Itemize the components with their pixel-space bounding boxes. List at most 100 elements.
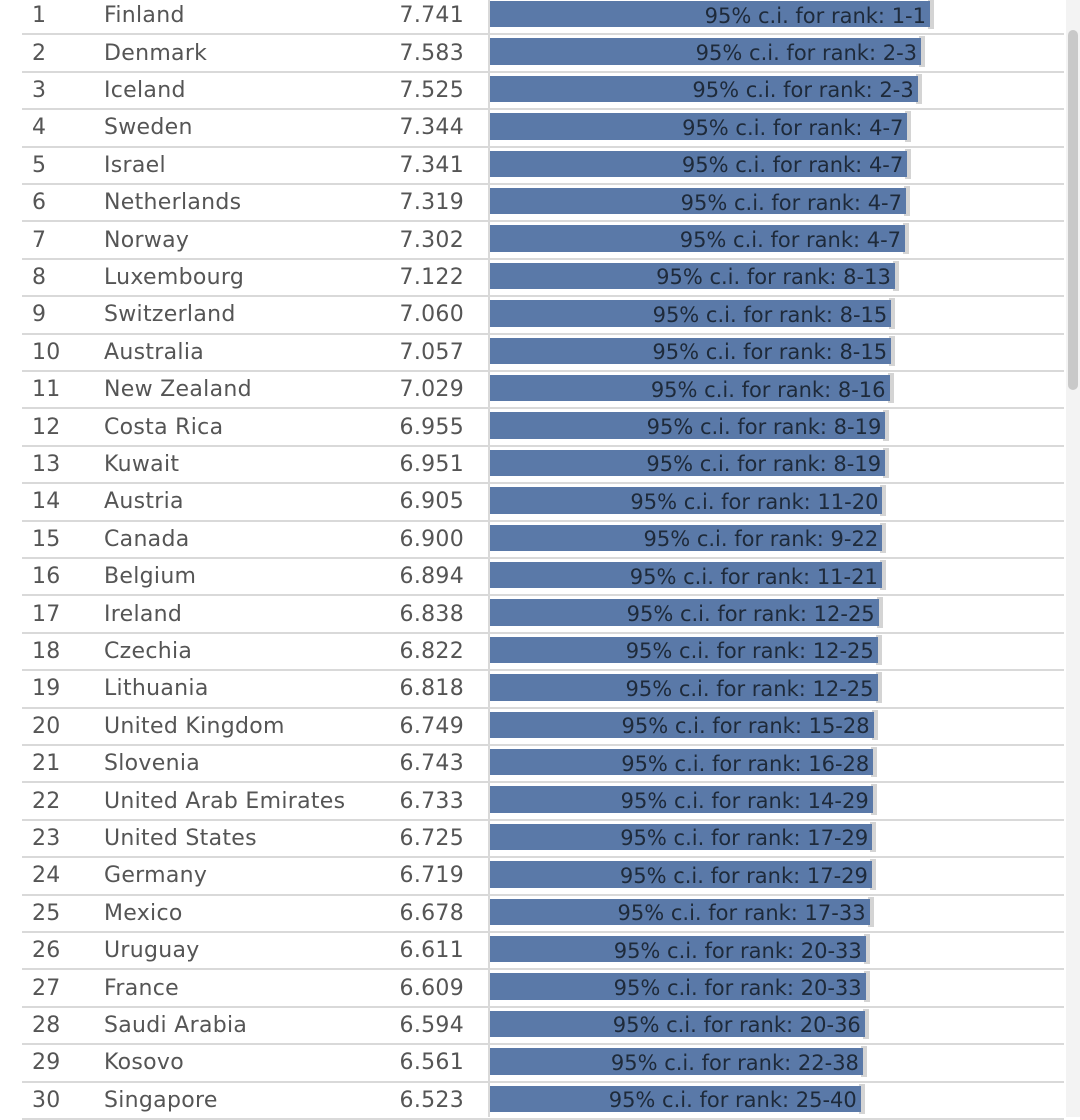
score-bar[interactable] <box>490 113 908 140</box>
ci-label: 95% c.i. for rank: 4-7 <box>679 228 902 253</box>
score-bar[interactable] <box>490 936 866 963</box>
score-cell: 7.344 <box>399 115 464 141</box>
confidence-whisker <box>903 223 910 254</box>
score-bar[interactable] <box>490 898 870 925</box>
score-bar[interactable] <box>490 1048 863 1075</box>
score-bar[interactable] <box>490 487 883 514</box>
score-bar[interactable] <box>490 75 918 103</box>
ci-label: 95% c.i. for rank: 1-1 <box>704 3 926 28</box>
rank-cell: 9 <box>32 302 47 328</box>
country-cell: Kuwait <box>104 451 180 477</box>
country-cell: Costa Rica <box>104 414 224 440</box>
score-bar[interactable] <box>490 412 886 439</box>
table-row: 21 Slovenia 6.743 95% c.i. for rank: 16-28 <box>22 746 1064 784</box>
country-cell: Canada <box>104 526 190 552</box>
score-cell: 6.743 <box>399 751 464 777</box>
country-cell: New Zealand <box>104 377 252 403</box>
score-bar[interactable] <box>490 674 878 701</box>
ci-label: 95% c.i. for rank: 8-19 <box>646 415 882 440</box>
rank-cell: 1 <box>32 3 47 29</box>
score-bar[interactable] <box>490 375 890 402</box>
confidence-whisker <box>883 410 890 441</box>
rank-cell: 18 <box>32 638 61 664</box>
rank-cell: 12 <box>32 414 61 440</box>
rank-cell: 23 <box>32 825 61 851</box>
ci-label: 95% c.i. for rank: 8-15 <box>652 302 888 327</box>
rank-cell: 27 <box>32 975 61 1001</box>
score-cell: 7.060 <box>399 302 464 328</box>
ci-label: 95% c.i. for rank: 8-15 <box>652 340 888 365</box>
score-bar[interactable] <box>490 711 874 738</box>
confidence-whisker <box>905 148 912 179</box>
confidence-whisker <box>870 784 877 815</box>
score-bar[interactable] <box>490 337 892 364</box>
ci-label: 95% c.i. for rank: 20-33 <box>613 976 862 1001</box>
ci-label: 95% c.i. for rank: 15-28 <box>621 714 870 739</box>
rank-cell: 11 <box>32 377 61 403</box>
score-bar[interactable] <box>490 1 930 28</box>
table-row: 4 Sweden 7.344 95% c.i. for rank: 4-7 <box>22 110 1064 148</box>
vertical-scrollbar[interactable] <box>1066 0 1080 1117</box>
table-row: 16 Belgium 6.894 95% c.i. for rank: 11-21 <box>22 559 1064 597</box>
table-row: 28 Saudi Arabia 6.594 95% c.i. for rank: 20… <box>22 1008 1064 1046</box>
score-cell: 7.583 <box>399 40 464 66</box>
confidence-whisker <box>905 111 912 142</box>
country-cell: Saudi Arabia <box>104 1012 248 1038</box>
score-cell: 6.611 <box>399 938 464 964</box>
confidence-whisker <box>889 335 896 366</box>
score-cell: 6.678 <box>399 900 464 926</box>
table-row: 9 Switzerland 7.060 95% c.i. for rank: 8-15 <box>22 297 1064 335</box>
country-cell: Germany <box>104 863 208 889</box>
score-bar[interactable] <box>490 636 878 664</box>
score-bar[interactable] <box>490 749 874 776</box>
score-bar[interactable] <box>490 524 883 551</box>
ci-label: 95% c.i. for rank: 14-29 <box>620 789 869 814</box>
rank-cell: 26 <box>32 938 61 964</box>
ci-label: 95% c.i. for rank: 17-33 <box>617 901 866 926</box>
country-cell: Austria <box>104 489 184 515</box>
score-cell: 6.725 <box>399 825 464 851</box>
rank-cell: 15 <box>32 526 61 552</box>
confidence-whisker <box>883 447 890 479</box>
score-bar[interactable] <box>490 599 879 626</box>
table-row: 3 Iceland 7.525 95% c.i. for rank: 2-3 <box>22 73 1064 111</box>
confidence-whisker <box>871 709 878 740</box>
ci-label: 95% c.i. for rank: 11-20 <box>630 489 879 514</box>
score-bar[interactable] <box>490 1085 861 1112</box>
score-bar[interactable] <box>490 188 906 215</box>
rank-cell: 24 <box>32 863 61 889</box>
score-bar[interactable] <box>490 300 892 327</box>
score-bar[interactable] <box>490 823 873 851</box>
country-cell: Uruguay <box>104 938 200 964</box>
confidence-whisker <box>915 73 922 105</box>
rank-cell: 28 <box>32 1012 61 1038</box>
score-bar[interactable] <box>490 786 873 813</box>
ci-label: 95% c.i. for rank: 20-33 <box>613 938 862 963</box>
score-bar[interactable] <box>490 562 882 589</box>
score-bar[interactable] <box>490 973 866 1000</box>
score-bar[interactable] <box>490 262 895 290</box>
score-cell: 6.905 <box>399 489 464 515</box>
confidence-whisker <box>863 934 870 965</box>
score-bar[interactable] <box>490 1010 865 1038</box>
ci-label: 95% c.i. for rank: 12-25 <box>625 639 874 664</box>
country-cell: Denmark <box>104 40 208 66</box>
table-row: 20 United Kingdom 6.749 95% c.i. for rank: … <box>22 709 1064 746</box>
confidence-whisker <box>928 0 934 30</box>
table-row: 30 Singapore 6.523 95% c.i. for rank: 25-40 <box>22 1083 1064 1120</box>
score-bar[interactable] <box>490 225 906 252</box>
country-cell: Belgium <box>104 564 197 590</box>
rank-cell: 20 <box>32 713 61 739</box>
score-cell: 7.341 <box>399 152 464 178</box>
score-cell: 7.319 <box>399 190 464 216</box>
score-cell: 6.733 <box>399 788 464 814</box>
score-bar[interactable] <box>490 861 872 888</box>
rank-cell: 14 <box>32 489 61 515</box>
country-cell: Iceland <box>104 77 186 103</box>
score-bar[interactable] <box>490 150 908 177</box>
scrollbar-thumb[interactable] <box>1068 30 1078 390</box>
table-row: 26 Uruguay 6.611 95% c.i. for rank: 20-33 <box>22 933 1064 971</box>
rank-cell: 7 <box>32 227 47 253</box>
score-bar[interactable] <box>490 449 886 477</box>
score-bar[interactable] <box>490 38 922 65</box>
